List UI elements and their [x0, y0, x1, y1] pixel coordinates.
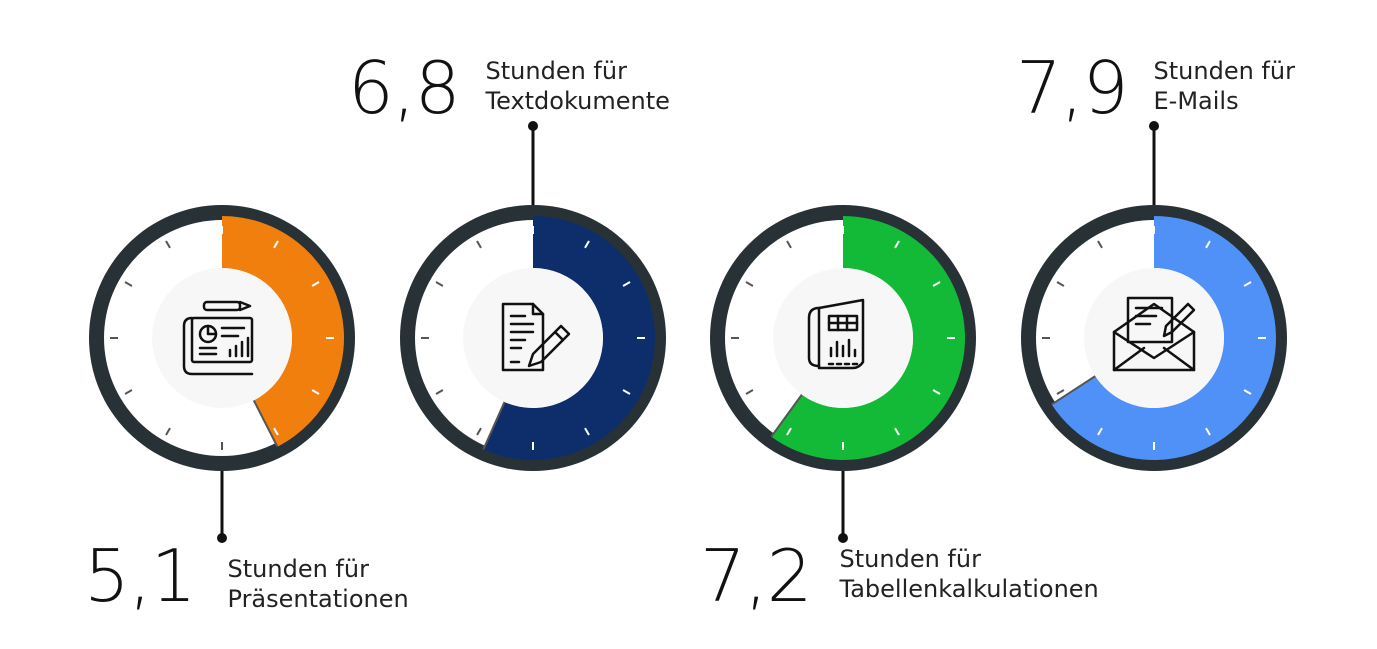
tick-emails-10: [1056, 281, 1065, 287]
arc-edge-textdokumente: [482, 401, 506, 450]
hub-praesentationen: [152, 268, 292, 408]
leader-dot-tabellenkalkulationen: [838, 533, 848, 543]
tick-praesentationen-10: [124, 281, 133, 287]
tick-emails-1: [1205, 240, 1211, 249]
value-arc-emails: [1051, 216, 1277, 461]
tick-emails-8: [1056, 389, 1065, 395]
value-arc-tabellenkalkulationen: [771, 216, 965, 461]
tick-tabellenkalkulationen-8: [745, 389, 754, 395]
tick-tabellenkalkulationen-5: [894, 427, 900, 436]
document-pen-icon: [501, 302, 571, 372]
value-emails: 7,9: [1016, 46, 1129, 130]
tick-tabellenkalkulationen-2: [932, 281, 941, 287]
tick-emails-11: [1097, 240, 1103, 249]
tick-emails-2: [1243, 281, 1252, 287]
tick-praesentationen-2: [311, 281, 320, 287]
tick-praesentationen-7: [165, 427, 171, 436]
tick-textdokumente-10: [435, 281, 444, 287]
tick-praesentationen-8: [124, 389, 133, 395]
tick-tabellenkalkulationen-10: [745, 281, 754, 287]
tick-emails-5: [1205, 427, 1211, 436]
tick-tabellenkalkulationen-11: [786, 240, 792, 249]
tick-tabellenkalkulationen-4: [932, 389, 941, 395]
leader-dot-textdokumente: [528, 121, 538, 131]
gauge-textdokumente: [400, 121, 666, 471]
tick-textdokumente-7: [476, 427, 482, 436]
tick-textdokumente-11: [476, 240, 482, 249]
desc-line2-tabellenkalkulationen: Tabellenkalkulationen: [839, 575, 1099, 603]
value-textdokumente: 6,8: [348, 46, 461, 130]
tick-textdokumente-5: [584, 427, 590, 436]
tick-tabellenkalkulationen-7: [786, 427, 792, 436]
gauge-praesentationen: [89, 205, 355, 543]
desc-line1-tabellenkalkulationen: Stunden für: [839, 545, 981, 573]
value-arc-praesentationen: [222, 216, 344, 447]
tick-tabellenkalkulationen-1: [894, 240, 900, 249]
tick-praesentationen-11: [165, 240, 171, 249]
desc-line1-emails: Stunden für: [1153, 57, 1295, 85]
tick-textdokumente-8: [435, 389, 444, 395]
label-tabellenkalkulationen: 7,2 Stunden für Tabellenkalkulationen: [700, 540, 1099, 612]
spreadsheet-icon: [807, 298, 865, 370]
tick-textdokumente-4: [622, 389, 631, 395]
leader-dot-praesentationen: [217, 533, 227, 543]
label-praesentationen: 5,1 Stunden für Präsentationen: [84, 540, 409, 614]
leader-dot-emails: [1149, 121, 1159, 131]
tick-praesentationen-4: [311, 389, 320, 395]
desc-line1-praesentationen: Stunden für: [227, 555, 369, 583]
tick-textdokumente-1: [584, 240, 590, 249]
desc-line2-praesentationen: Präsentationen: [227, 585, 409, 613]
arc-edge-praesentationen: [252, 399, 279, 448]
tick-textdokumente-2: [622, 281, 631, 287]
value-tabellenkalkulationen: 7,2: [700, 534, 813, 618]
hub-emails: [1084, 268, 1224, 408]
value-arc-textdokumente: [483, 216, 655, 460]
desc-line1-textdokumente: Stunden für: [485, 57, 627, 85]
tick-praesentationen-5: [273, 427, 279, 436]
label-textdokumente: 6,8 Stunden für Textdokumente: [348, 52, 670, 124]
value-praesentationen: 5,1: [84, 534, 197, 618]
desc-line2-emails: E-Mails: [1153, 87, 1239, 115]
label-emails: 7,9 Stunden für E-Mails: [1016, 52, 1295, 124]
hub-textdokumente: [463, 268, 603, 408]
gauge-emails: [1021, 121, 1287, 471]
email-icon: [1112, 296, 1196, 372]
presentation-icon: [182, 300, 254, 376]
hub-tabellenkalkulationen: [773, 268, 913, 408]
tick-praesentationen-1: [273, 240, 279, 249]
tick-emails-4: [1243, 389, 1252, 395]
arc-edge-tabellenkalkulationen: [770, 394, 803, 438]
arc-edge-emails: [1051, 375, 1096, 406]
gauge-tabellenkalkulationen: [710, 205, 976, 543]
tick-emails-7: [1097, 427, 1103, 436]
desc-line2-textdokumente: Textdokumente: [485, 87, 670, 115]
